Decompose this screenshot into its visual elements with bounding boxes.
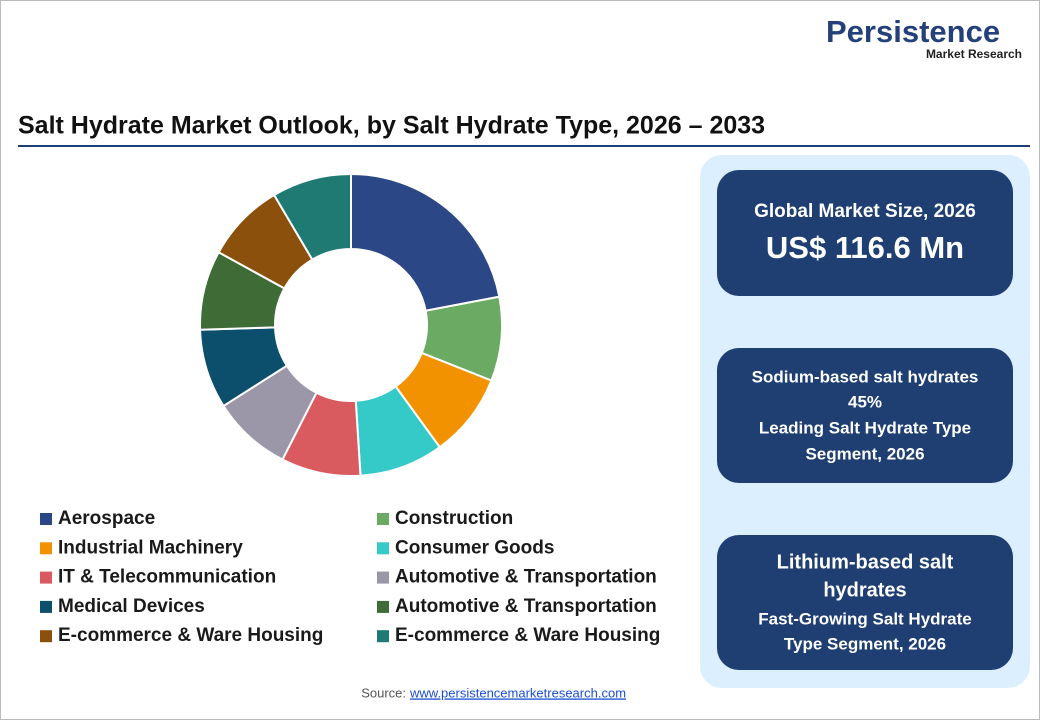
card-text: Fast-Growing Salt Hydrate: [758, 609, 971, 628]
legend-swatch: [377, 542, 389, 555]
legend-swatch: [40, 571, 52, 584]
donut-slice: [350, 172, 501, 312]
legend-label: Medical Devices: [58, 596, 205, 617]
legend-swatch: [40, 542, 52, 555]
legend-label: Industrial Machinery: [58, 537, 243, 558]
legend-label: Aerospace: [58, 508, 155, 529]
card-text: Segment, 2026: [805, 444, 924, 463]
legend-label: Automotive & Transportation: [395, 596, 657, 617]
legend-swatch: [40, 600, 52, 613]
card-text: Type Segment, 2026: [784, 634, 946, 653]
card-text: hydrates: [823, 579, 906, 601]
legend-swatch: [377, 600, 389, 613]
card-title: Global Market Size, 2026: [754, 201, 976, 222]
legend-swatch: [377, 571, 389, 584]
card-text: Lithium-based salt: [777, 551, 954, 573]
legend-swatch: [40, 630, 52, 643]
card: [717, 170, 1013, 296]
logo-name: Persistence: [826, 14, 1000, 49]
source-link[interactable]: www.persistencemarketresearch.com: [409, 685, 626, 700]
legend-label: Consumer Goods: [395, 537, 554, 558]
card: [717, 348, 1013, 483]
legend-label: E-commerce & Ware Housing: [395, 625, 660, 646]
legend-swatch: [40, 513, 52, 525]
legend-label: Automotive & Transportation: [395, 567, 657, 588]
card-text: Sodium-based salt hydrates: [752, 367, 979, 386]
legend-label: E-commerce & Ware Housing: [58, 625, 323, 646]
legend-swatch: [377, 630, 389, 643]
legend-swatch: [377, 513, 389, 525]
legend-label: IT & Telecommunication: [58, 567, 276, 588]
chart-title: Salt Hydrate Market Outlook, by Salt Hyd…: [18, 112, 765, 140]
card-text: 45%: [848, 392, 882, 411]
card: [717, 535, 1013, 670]
card-text: Leading Salt Hydrate Type: [759, 418, 971, 437]
source-label: Source:: [361, 685, 406, 700]
logo-sub: Market Research: [926, 47, 1022, 61]
legend-label: Construction: [395, 508, 513, 529]
donut-slice: [272, 172, 352, 261]
card-value: US$ 116.6 Mn: [766, 230, 964, 265]
